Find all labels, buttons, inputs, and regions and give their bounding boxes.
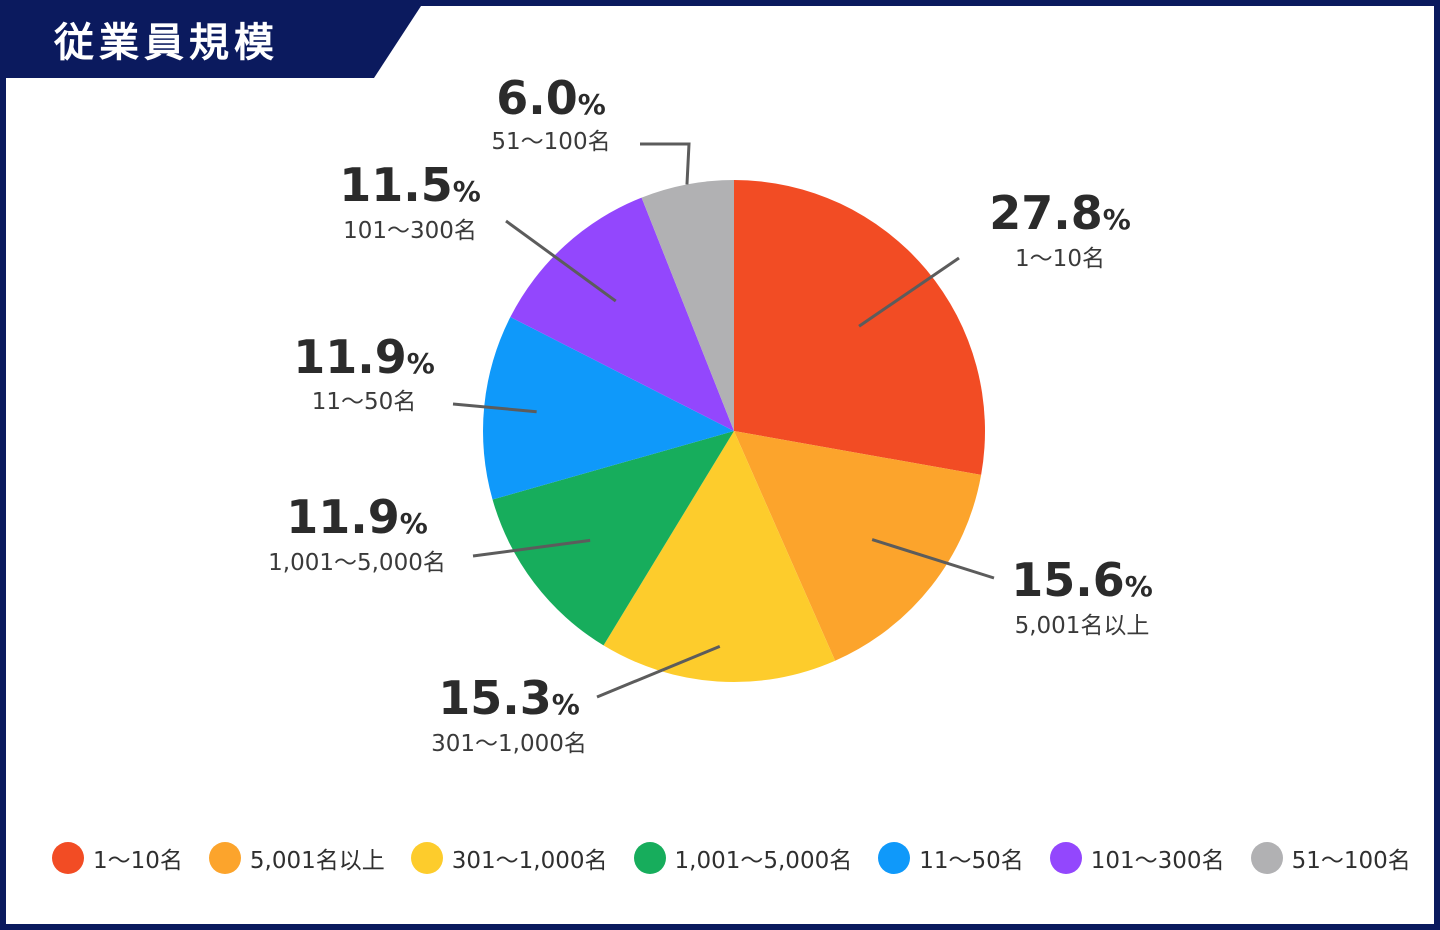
slice-category-label: 11〜50名 [312, 389, 417, 415]
leader-line [640, 142, 691, 185]
page-title: 従業員規模 [54, 20, 279, 66]
slice-value: 11.5 [339, 158, 453, 212]
slice-percentage: 27.8% [989, 186, 1131, 240]
leader-line [472, 538, 591, 558]
title-background [6, 6, 421, 78]
legend-label: 11〜50名 [919, 848, 1024, 874]
slice-value: 27.8 [989, 186, 1103, 240]
leader-line [596, 645, 721, 699]
legend-label: 51〜100名 [1291, 848, 1411, 874]
slice-value: 11.9 [293, 330, 407, 384]
slice-unit: % [1125, 570, 1153, 603]
leader-line [858, 256, 960, 328]
leader-line [505, 219, 617, 303]
legend-item: 1〜10名 [52, 841, 183, 875]
slice-category-label: 5,001名以上 [1015, 613, 1150, 639]
legend-label: 301〜1,000名 [451, 848, 608, 874]
slice-value: 15.6 [1011, 553, 1125, 607]
slice-category-label: 51〜100名 [491, 129, 610, 155]
slice-value: 11.9 [286, 490, 400, 544]
legend-swatch [208, 842, 241, 874]
pie-slice [492, 431, 734, 646]
slice-unit: % [400, 507, 428, 540]
slice-labels: 27.8% 1〜10名 15.6% 5,001名以上 15.3% 301〜1,000名 11… [268, 71, 1153, 757]
pie-slice [603, 431, 836, 682]
pie-slice [483, 317, 734, 500]
legend-swatch [52, 842, 84, 874]
slice-value: 15.3 [438, 671, 552, 725]
pie-chart: 27.8% 1〜10名 15.6% 5,001名以上 15.3% 301〜1,000名 11… [268, 71, 1153, 757]
slice-percentage: 11.5% [339, 158, 481, 212]
legend-swatch [1250, 842, 1283, 874]
pie-slice [734, 180, 985, 475]
slice-category-label: 1,001〜5,000名 [268, 550, 446, 576]
slice-unit: % [453, 175, 481, 208]
slice-category-label: 301〜1,000名 [431, 731, 587, 757]
slice-unit: % [578, 88, 606, 121]
slice-category-label: 101〜300名 [343, 218, 477, 244]
legend-label: 1〜10名 [93, 848, 183, 874]
legend-label: 5,001名以上 [249, 848, 385, 874]
slice-category-label: 1〜10名 [1015, 246, 1105, 272]
slice-percentage: 6.0% [496, 71, 606, 125]
legend-label: 1,001〜5,000名 [674, 848, 853, 874]
title-bar: 従業員規模 [6, 6, 421, 84]
leader-lines [452, 142, 995, 699]
chart-card: 従業員規模 27.8% 1〜10名 15.6% 5,001名以上 15.3% 301〜1,… [6, 6, 1434, 924]
legend-item: 11〜50名 [878, 841, 1024, 875]
leader-line [452, 402, 537, 414]
slice-unit: % [1103, 203, 1131, 236]
pie-slice [641, 180, 734, 431]
pie-slice [734, 431, 982, 661]
slice-unit: % [407, 347, 435, 380]
legend-label: 101〜300名 [1090, 848, 1225, 874]
legend-swatch [1049, 842, 1082, 874]
slice-percentage: 11.9% [293, 330, 435, 384]
legend-item: 5,001名以上 [208, 841, 385, 875]
legend: 1〜10名 5,001名以上 301〜1,000名 1,001〜5,000名 11〜50… [52, 838, 1437, 878]
legend-item: 1,001〜5,000名 [633, 841, 853, 875]
leader-line [871, 538, 995, 580]
slice-value: 6.0 [496, 71, 578, 125]
legend-swatch [410, 842, 443, 874]
legend-item: 51〜100名 [1250, 841, 1411, 875]
legend-item: 101〜300名 [1049, 841, 1225, 875]
slice-unit: % [552, 688, 580, 721]
legend-swatch [878, 842, 911, 874]
slice-percentage: 15.3% [438, 671, 580, 725]
pie-slice [510, 197, 734, 431]
pie-slices [483, 180, 985, 682]
slice-percentage: 11.9% [286, 490, 428, 544]
legend-item: 301〜1,000名 [410, 841, 608, 875]
legend-swatch [633, 842, 666, 874]
slice-percentage: 15.6% [1011, 553, 1153, 607]
